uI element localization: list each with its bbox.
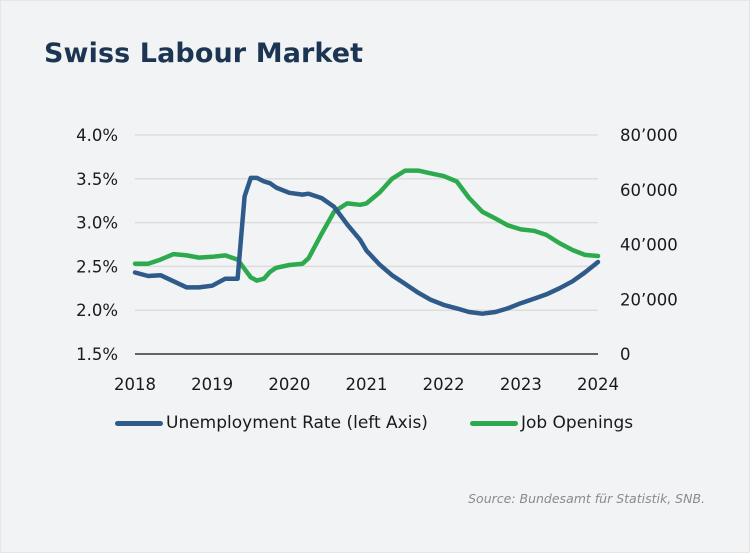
x-tick-label: 2022 bbox=[423, 375, 465, 394]
x-tick-label: 2020 bbox=[268, 375, 310, 394]
right-tick-label: 60’000 bbox=[620, 181, 678, 200]
x-axis-ticks: 2018 2019 2020 2021 2022 2023 2024 bbox=[114, 375, 619, 394]
x-tick-label: 2021 bbox=[346, 375, 388, 394]
x-tick-label: 2018 bbox=[114, 375, 156, 394]
left-tick-label: 4.0% bbox=[76, 126, 118, 145]
unemployment-swatch-icon bbox=[115, 420, 163, 426]
x-tick-label: 2024 bbox=[577, 375, 619, 394]
legend-item-job-openings: Job Openings bbox=[469, 413, 634, 433]
chart-legend: Unemployment Rate (left Axis) Job Openin… bbox=[115, 413, 675, 433]
left-axis-ticks: 1.5% 2.0% 2.5% 3.0% 3.5% 4.0% bbox=[76, 126, 118, 364]
x-tick-label: 2019 bbox=[191, 375, 233, 394]
legend-item-unemployment: Unemployment Rate (left Axis) bbox=[115, 413, 428, 433]
right-axis-ticks: 0 20’000 40’000 60’000 80’000 bbox=[620, 126, 678, 364]
left-tick-label: 1.5% bbox=[76, 345, 118, 364]
source-note: Source: Bundesamt für Statistik, SNB. bbox=[468, 491, 705, 506]
right-tick-label: 20’000 bbox=[620, 290, 678, 309]
left-tick-label: 3.0% bbox=[76, 214, 118, 233]
chart-title: Swiss Labour Market bbox=[44, 38, 364, 69]
legend-label-job-openings: Job Openings bbox=[520, 413, 634, 433]
job-openings-swatch-icon bbox=[469, 420, 518, 426]
x-tick-label: 2023 bbox=[500, 375, 542, 394]
unemployment-rate-line bbox=[132, 175, 601, 316]
legend-label-unemployment: Unemployment Rate (left Axis) bbox=[166, 413, 428, 433]
right-tick-label: 40’000 bbox=[620, 236, 678, 255]
job-openings-line bbox=[132, 168, 601, 283]
left-tick-label: 2.0% bbox=[76, 301, 118, 320]
left-tick-label: 2.5% bbox=[76, 257, 118, 276]
right-tick-label: 0 bbox=[620, 345, 631, 364]
gridlines bbox=[135, 134, 598, 311]
right-tick-label: 80’000 bbox=[620, 126, 678, 145]
left-tick-label: 3.5% bbox=[76, 170, 118, 189]
